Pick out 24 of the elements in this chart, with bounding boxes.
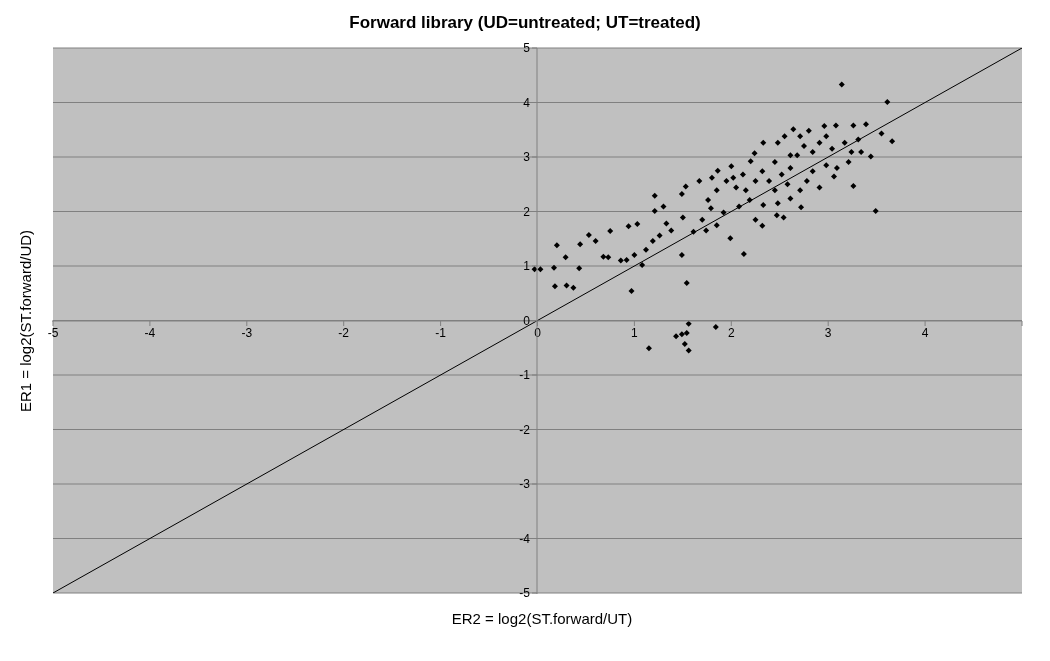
x-tick-label: 2 [727, 326, 735, 340]
y-tick-label: -2 [519, 422, 531, 437]
x-tick-label: -3 [241, 326, 253, 340]
y-axis-title: ER1 = log2(ST.forward/UD) [16, 229, 34, 413]
y-tick-label: -5 [519, 586, 531, 600]
x-tick-label: -2 [338, 326, 350, 340]
x-tick-label: 0 [534, 326, 542, 340]
x-tick-label: 3 [824, 326, 832, 340]
x-tick-label: -4 [144, 326, 156, 340]
y-tick-label: 1 [523, 259, 531, 273]
y-tick-label: 2 [523, 204, 531, 219]
y-tick-label: 3 [523, 150, 531, 164]
y-tick-label: -1 [519, 368, 531, 382]
y-tick-label: -4 [519, 531, 531, 546]
x-axis-title: ER2 = log2(ST.forward/UT) [450, 609, 634, 629]
y-tick-label: 0 [523, 313, 531, 328]
x-tick-label: -1 [435, 326, 447, 340]
y-tick-label: -3 [519, 477, 531, 491]
x-tick-label: -5 [47, 326, 59, 340]
y-tick-label: 4 [523, 95, 531, 110]
y-tick-label: 5 [523, 41, 531, 55]
x-tick-label: 1 [631, 326, 639, 340]
x-tick-label: 4 [921, 326, 929, 340]
chart-title: Forward library (UD=untreated; UT=treated) [348, 12, 702, 34]
